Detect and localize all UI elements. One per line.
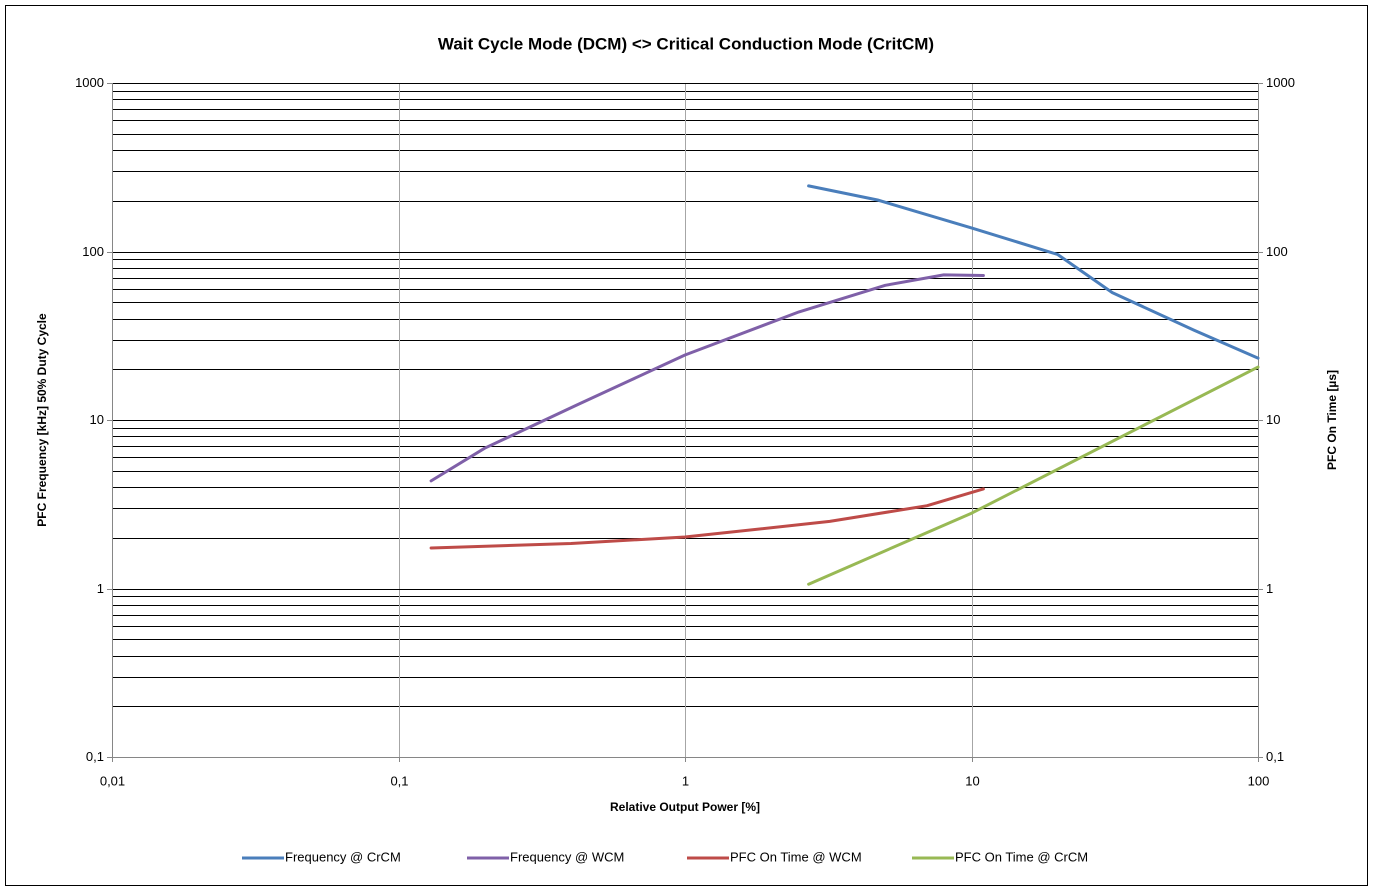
- legend-label: Frequency @ CrCM: [285, 849, 401, 864]
- x-tick-label: 0,1: [390, 773, 408, 788]
- chart-title: Wait Cycle Mode (DCM) <> Critical Conduc…: [438, 34, 934, 53]
- y-tick-label: 0,1: [86, 749, 104, 764]
- x-tick-label: 100: [1248, 773, 1270, 788]
- y-tick-label: 100: [82, 244, 104, 259]
- y2-tick-label: 1000: [1266, 75, 1295, 90]
- y2-tick-label: 0,1: [1266, 749, 1284, 764]
- y2-tick-label: 100: [1266, 244, 1288, 259]
- x-tick-label: 10: [965, 773, 979, 788]
- x-tick-label: 0,01: [100, 773, 125, 788]
- y-tick-label: 10: [90, 412, 104, 427]
- x-axis-title: Relative Output Power [%]: [610, 800, 760, 814]
- legend-label: PFC On Time @ CrCM: [955, 849, 1088, 864]
- series-line: [807, 184, 1260, 360]
- y2-tick-label: 10: [1266, 412, 1280, 427]
- x-tick-label: 1: [682, 773, 689, 788]
- y-tick-label: 1000: [75, 75, 104, 90]
- y-axis-title: PFC Frequency [kHz] 50% Duty Cycle: [35, 313, 49, 527]
- legend-label: PFC On Time @ WCM: [730, 849, 862, 864]
- y2-tick-label: 1: [1266, 581, 1273, 596]
- series-line: [429, 487, 985, 550]
- series-line: [429, 273, 985, 483]
- legend-label: Frequency @ WCM: [510, 849, 624, 864]
- y-tick-label: 1: [97, 581, 104, 596]
- series-line: [807, 365, 1260, 586]
- y2-axis-title: PFC On Time [µs]: [1325, 370, 1339, 470]
- chart-frame: [5, 5, 1368, 886]
